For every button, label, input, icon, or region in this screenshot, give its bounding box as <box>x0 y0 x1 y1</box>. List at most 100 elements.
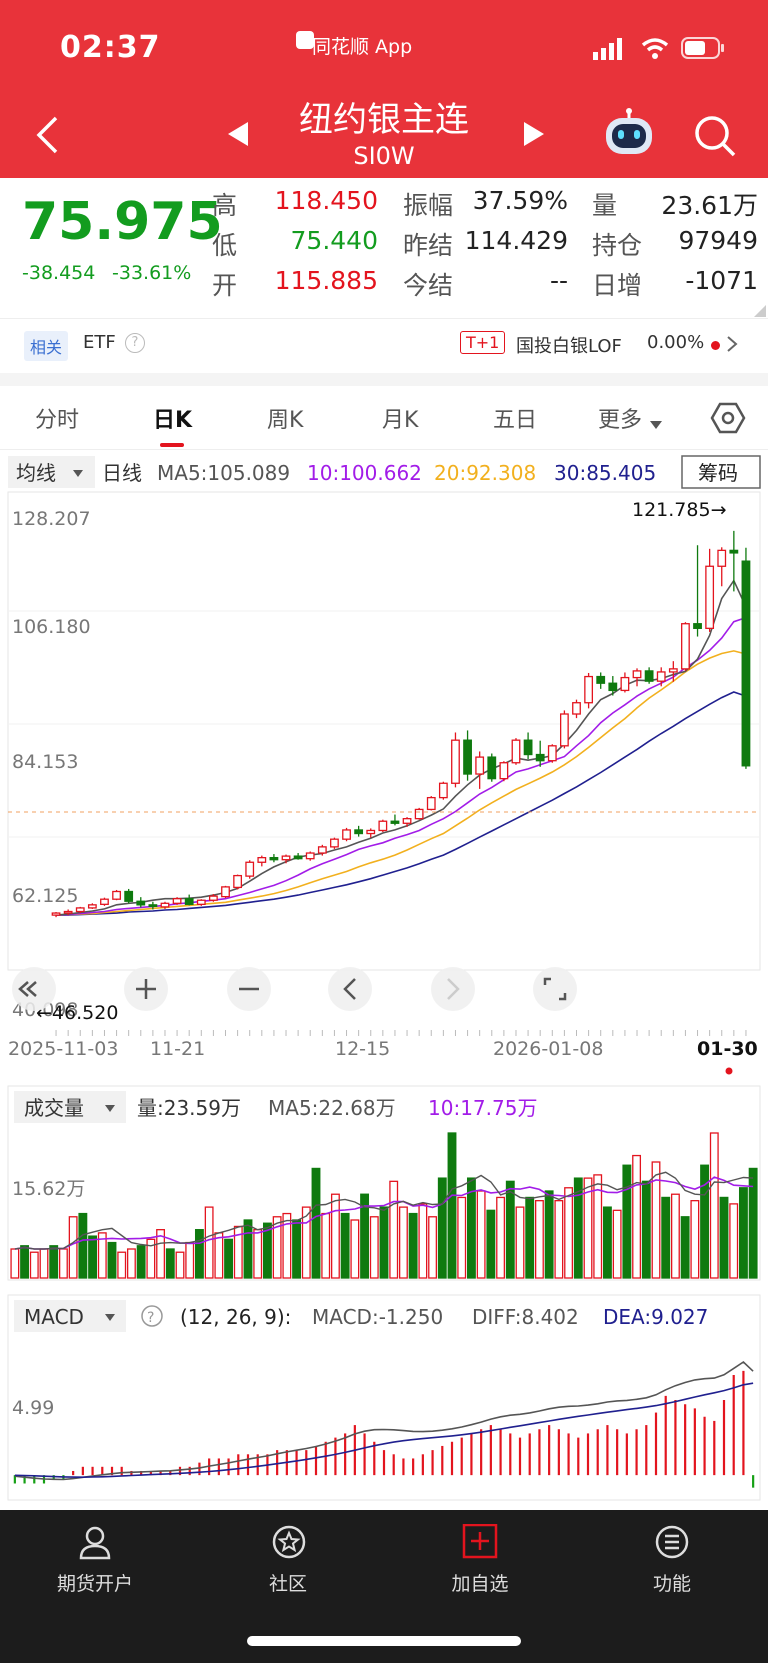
candles <box>51 530 751 918</box>
tab-daily[interactable]: 日K <box>153 408 193 433</box>
candle-body <box>293 855 303 860</box>
chevron-right-icon[interactable] <box>726 335 738 357</box>
volume-bar <box>670 1193 680 1279</box>
tab-weekly[interactable]: 周K <box>267 408 304 433</box>
volume-bar <box>301 1206 311 1279</box>
candle-body <box>208 895 218 901</box>
volume-bar <box>379 1206 389 1279</box>
volume-bar <box>719 1196 729 1279</box>
ma-selector[interactable]: 均线 <box>16 461 56 485</box>
candle-body <box>487 756 497 780</box>
candle-body <box>221 886 230 898</box>
volume-bar <box>97 1232 107 1279</box>
ma20-line <box>56 650 747 916</box>
tab-intraday[interactable]: 分时 <box>35 408 80 433</box>
chips-button[interactable]: 筹码 <box>698 461 738 485</box>
chips-button-bg[interactable] <box>681 455 761 489</box>
add-watchlist-icon <box>462 1523 498 1559</box>
tab-monthly[interactable]: 月K <box>382 408 419 433</box>
volume-bar <box>214 1232 224 1279</box>
y-label-2: 106.180 <box>12 616 91 638</box>
volume-bar <box>738 1187 748 1279</box>
kline-chart-svg[interactable]: 均线 日线 MA5:105.089 10:100.662 20:92.308 3… <box>0 450 768 1510</box>
volume-bar <box>418 1203 428 1279</box>
chart-controls <box>12 967 577 1011</box>
home-indicator <box>247 1636 521 1646</box>
nav-add-watchlist-label: 加自选 <box>451 1573 509 1595</box>
macd-value: MACD:-1.250 <box>312 1305 443 1329</box>
etf-link[interactable]: ETF <box>83 332 116 353</box>
volume-value: 23.61万 <box>661 191 758 220</box>
open-value: 115.885 <box>274 266 378 295</box>
volume-bar <box>272 1216 282 1279</box>
volume-bar <box>641 1180 651 1279</box>
candle-body <box>705 565 715 629</box>
nav-community[interactable]: 社区 <box>228 1524 348 1596</box>
macd-help-icon[interactable] <box>141 1305 163 1327</box>
settings-hexagon-icon[interactable] <box>710 400 746 440</box>
volume-bar <box>622 1164 632 1279</box>
chevron-left-icon <box>343 978 356 1000</box>
candle-body <box>668 668 678 673</box>
prev-contract-icon[interactable] <box>226 120 250 152</box>
step-left-button[interactable] <box>328 967 372 1011</box>
step-right-button[interactable] <box>431 967 475 1011</box>
fullscreen-button[interactable] <box>533 967 577 1011</box>
volume-bar <box>321 1212 331 1279</box>
nav-add-watchlist[interactable]: 加自选 <box>420 1523 540 1596</box>
robot-assistant-icon[interactable] <box>602 108 656 162</box>
macd-selector[interactable]: MACD <box>24 1305 84 1329</box>
volume-bar <box>117 1251 127 1279</box>
prev-settle-value: 114.429 <box>464 226 568 255</box>
candle-body <box>475 756 485 775</box>
search-icon[interactable] <box>693 114 737 162</box>
candle-body <box>426 796 436 811</box>
date-label-4: 2026-01-08 <box>493 1038 603 1060</box>
next-contract-icon[interactable] <box>522 120 546 152</box>
scroll-left-button[interactable] <box>12 967 56 1011</box>
volume-bar <box>661 1196 671 1279</box>
contract-title: 纽约银主连 <box>299 100 469 140</box>
amp-value: 37.59% <box>472 186 568 215</box>
volume-bar <box>136 1245 146 1279</box>
app-logo-icon <box>296 31 314 49</box>
candle-body <box>438 782 448 799</box>
ma10-line <box>56 616 747 916</box>
ma5-value: MA5:105.089 <box>157 461 290 485</box>
period-tabs: 分时 日K 周K 月K 五日 更多 <box>0 386 768 450</box>
back-icon[interactable] <box>34 115 60 159</box>
volume-bar <box>253 1229 263 1279</box>
volume-bar <box>729 1203 739 1279</box>
candle-body <box>620 676 630 692</box>
volume-bar <box>369 1216 379 1279</box>
volume-bar <box>496 1196 506 1279</box>
volume-bar <box>292 1219 302 1279</box>
volume-bar <box>330 1193 340 1279</box>
volume-bar <box>457 1196 467 1279</box>
volume-bar <box>194 1229 204 1279</box>
chevron-down-icon <box>73 470 83 477</box>
chevron-down-icon <box>105 1314 115 1321</box>
fund-name[interactable]: 国投白银LOF <box>516 336 622 357</box>
nav-functions[interactable]: 功能 <box>612 1524 732 1596</box>
fund-pct: 0.00% <box>647 332 705 353</box>
candle-body <box>63 910 73 914</box>
t1-tag: T+1 <box>460 331 506 354</box>
diff-line <box>14 1360 754 1481</box>
help-icon[interactable]: ? <box>125 333 145 353</box>
tab-five-day[interactable]: 五日 <box>493 408 538 433</box>
ma5-line <box>56 578 747 916</box>
nav-account-open[interactable]: 期货开户 <box>35 1524 155 1596</box>
candle-body <box>245 861 255 877</box>
fullscreen-icon <box>543 977 567 1001</box>
chevron-right-icon <box>447 978 460 1000</box>
settle-label: 今结 <box>403 271 454 300</box>
tab-more[interactable]: 更多 <box>598 408 643 433</box>
volume-bar <box>544 1190 554 1279</box>
volume-ma5-line <box>14 1171 754 1250</box>
expand-corner-icon[interactable] <box>754 302 766 321</box>
volume-selector[interactable]: 成交量 <box>24 1096 84 1120</box>
volume-bar <box>165 1248 175 1279</box>
low-value: 75.440 <box>290 226 378 255</box>
battery-icon <box>681 37 725 63</box>
